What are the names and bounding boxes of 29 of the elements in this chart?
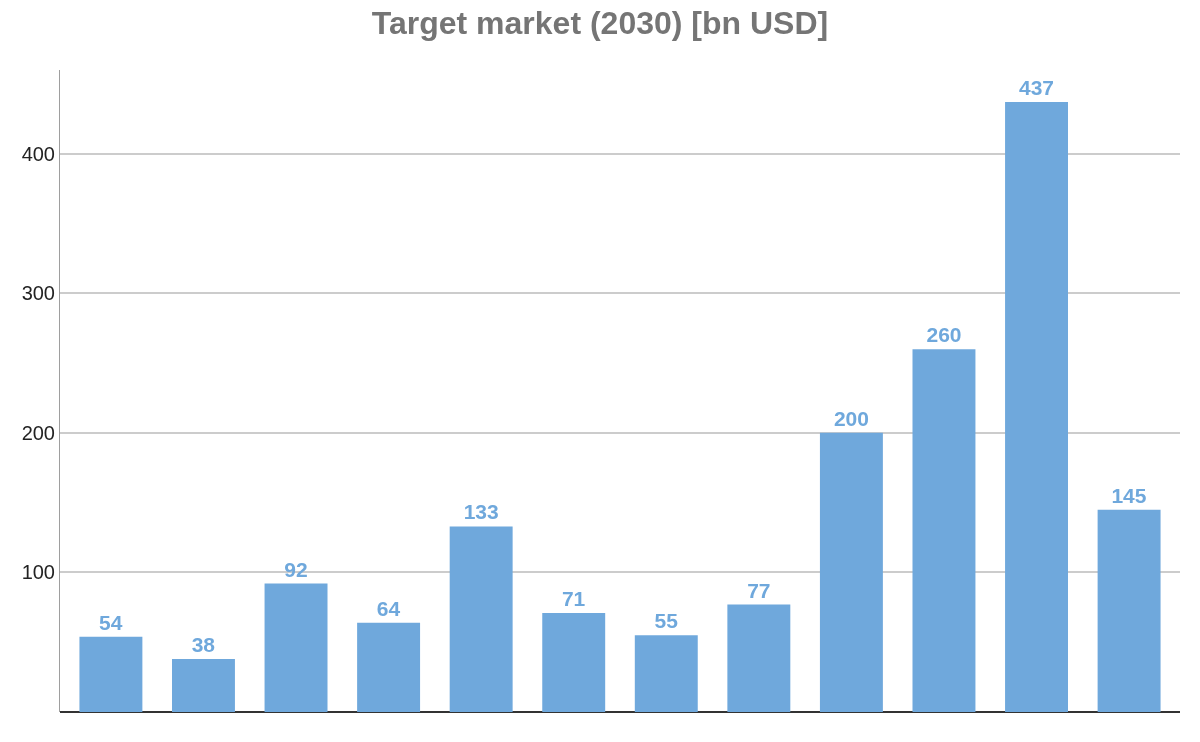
bar xyxy=(264,583,328,712)
data-label: 260 xyxy=(926,323,962,347)
bar xyxy=(1005,102,1068,712)
data-label: 437 xyxy=(1019,76,1055,100)
y-tick-label: 400 xyxy=(21,142,55,165)
data-label: 64 xyxy=(376,596,401,620)
y-tick-label: 300 xyxy=(21,282,55,305)
data-label: 71 xyxy=(561,586,586,610)
data-label: 54 xyxy=(99,610,123,634)
bar xyxy=(634,635,698,712)
data-label: 200 xyxy=(833,406,869,430)
bar xyxy=(727,604,791,712)
chart-title: Target market (2030) [bn USD] xyxy=(371,4,829,41)
bar xyxy=(1097,509,1161,712)
data-label: 38 xyxy=(191,632,216,656)
bar xyxy=(912,349,976,712)
data-label: 77 xyxy=(747,578,771,602)
data-label: 133 xyxy=(463,500,499,524)
bar xyxy=(357,622,421,712)
bar xyxy=(449,526,513,712)
y-tick-label: 200 xyxy=(21,421,55,444)
bar xyxy=(542,612,606,712)
data-label: 92 xyxy=(284,557,308,581)
data-label: 145 xyxy=(1111,483,1147,507)
bar xyxy=(172,658,235,712)
bar xyxy=(819,432,883,712)
bar xyxy=(79,636,143,712)
data-label: 55 xyxy=(654,609,679,633)
y-tick-label: 100 xyxy=(21,561,55,584)
